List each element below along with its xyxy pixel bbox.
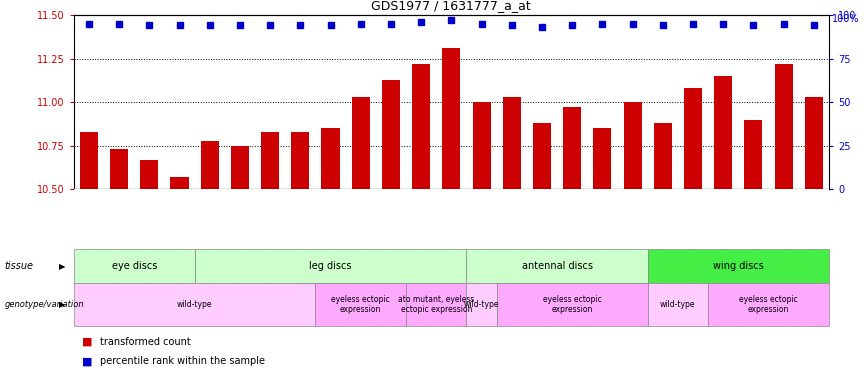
Bar bbox=[201, 141, 219, 189]
Bar bbox=[503, 97, 521, 189]
Text: percentile rank within the sample: percentile rank within the sample bbox=[100, 356, 265, 366]
Bar bbox=[563, 107, 582, 189]
Text: transformed count: transformed count bbox=[100, 337, 191, 347]
Title: GDS1977 / 1631777_a_at: GDS1977 / 1631777_a_at bbox=[372, 0, 531, 12]
Text: tissue: tissue bbox=[4, 261, 33, 271]
Text: ■: ■ bbox=[82, 337, 93, 347]
Text: wing discs: wing discs bbox=[713, 261, 764, 271]
Bar bbox=[170, 177, 188, 189]
Bar bbox=[594, 128, 611, 189]
Text: antennal discs: antennal discs bbox=[522, 261, 593, 271]
Bar bbox=[472, 102, 490, 189]
Text: eyeless ectopic
expression: eyeless ectopic expression bbox=[332, 295, 390, 314]
Text: eyeless ectopic
expression: eyeless ectopic expression bbox=[542, 295, 602, 314]
Text: eye discs: eye discs bbox=[111, 261, 157, 271]
Text: wild-type: wild-type bbox=[464, 300, 499, 309]
Text: ▶: ▶ bbox=[59, 300, 65, 309]
Bar bbox=[774, 64, 792, 189]
Bar bbox=[412, 64, 431, 189]
Text: ■: ■ bbox=[82, 356, 93, 366]
Text: leg discs: leg discs bbox=[309, 261, 352, 271]
Bar bbox=[261, 132, 279, 189]
Text: eyeless ectopic
expression: eyeless ectopic expression bbox=[740, 295, 798, 314]
Text: ato mutant, eyeless
ectopic expression: ato mutant, eyeless ectopic expression bbox=[398, 295, 475, 314]
Text: ▶: ▶ bbox=[59, 262, 65, 271]
Bar bbox=[80, 132, 98, 189]
Bar bbox=[352, 97, 370, 189]
Bar bbox=[443, 48, 460, 189]
Bar bbox=[745, 120, 762, 189]
Bar bbox=[292, 132, 309, 189]
Text: genotype/variation: genotype/variation bbox=[4, 300, 84, 309]
Bar bbox=[141, 160, 158, 189]
Bar bbox=[231, 146, 249, 189]
Bar bbox=[684, 88, 702, 189]
Bar bbox=[110, 149, 128, 189]
Bar bbox=[805, 97, 823, 189]
Bar bbox=[382, 80, 400, 189]
Bar bbox=[654, 123, 672, 189]
Text: wild-type: wild-type bbox=[661, 300, 695, 309]
Bar bbox=[321, 128, 339, 189]
Bar bbox=[533, 123, 551, 189]
Bar bbox=[714, 76, 733, 189]
Text: wild-type: wild-type bbox=[177, 300, 213, 309]
Bar bbox=[623, 102, 641, 189]
Text: 100%: 100% bbox=[832, 13, 859, 24]
